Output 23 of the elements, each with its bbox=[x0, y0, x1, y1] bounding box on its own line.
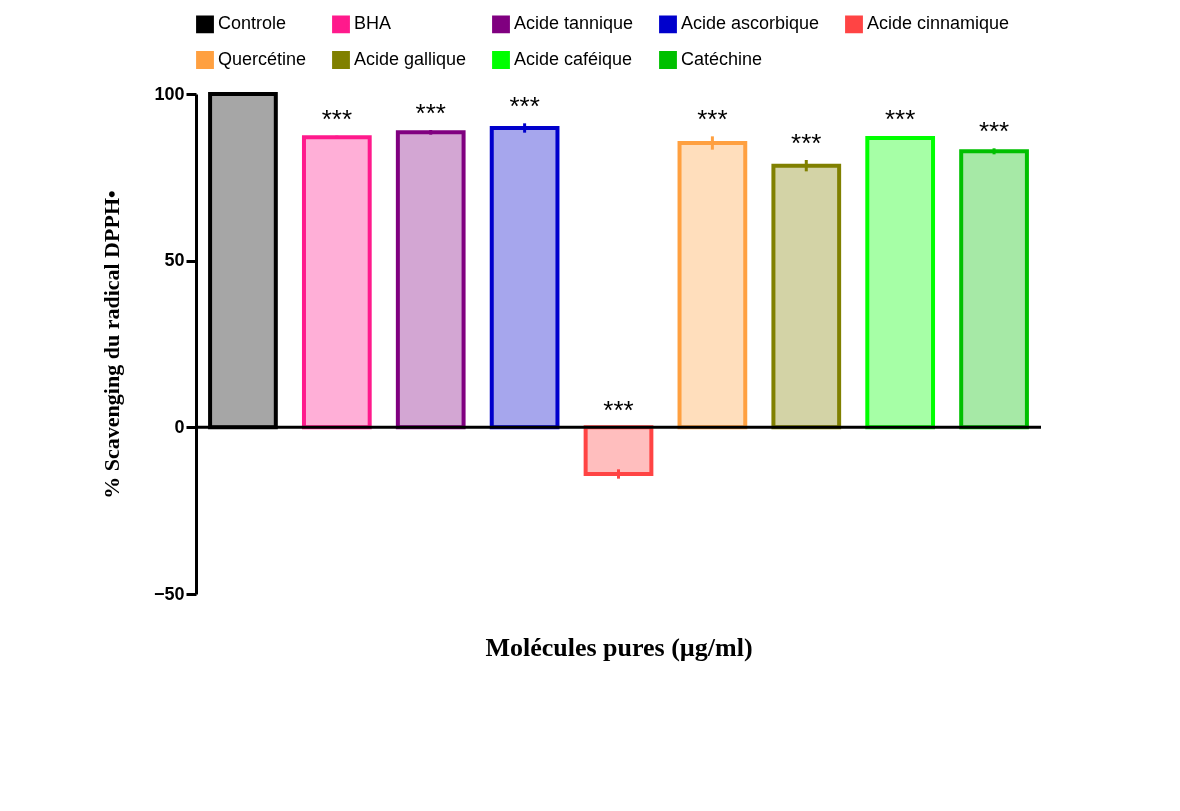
data-label: *** bbox=[884, 104, 916, 134]
y-tick-label: 50 bbox=[164, 250, 185, 271]
legend-label: Acide ascorbique bbox=[681, 13, 820, 34]
legend-label: Controle bbox=[218, 13, 287, 34]
y-axis-title: % Scavenging du radical DPPH• bbox=[98, 190, 124, 499]
data-label: *** bbox=[603, 395, 634, 426]
data-label: *** bbox=[415, 98, 446, 128]
data-label: *** bbox=[697, 104, 728, 135]
data-label: *** bbox=[791, 128, 822, 158]
legend-label: Catéchine bbox=[681, 49, 763, 69]
y-tick-label: −50 bbox=[153, 583, 185, 604]
legend-label: BHA bbox=[354, 13, 392, 34]
legend-label: Acide gallique bbox=[354, 49, 467, 69]
data-label: *** bbox=[509, 91, 540, 122]
legend-label: Acide cinnamique bbox=[867, 13, 1010, 34]
y-tick-label: 0 bbox=[174, 416, 185, 437]
x-axis-title: Molécules pures (µg/ml) bbox=[485, 632, 753, 662]
y-tick-label: 100 bbox=[154, 83, 185, 104]
legend-label: Quercétine bbox=[218, 49, 307, 69]
legend-label: Acide tannique bbox=[514, 13, 634, 34]
data-label: *** bbox=[978, 116, 1010, 147]
data-label: *** bbox=[321, 103, 353, 134]
legend-label: Acide caféique bbox=[514, 49, 633, 69]
